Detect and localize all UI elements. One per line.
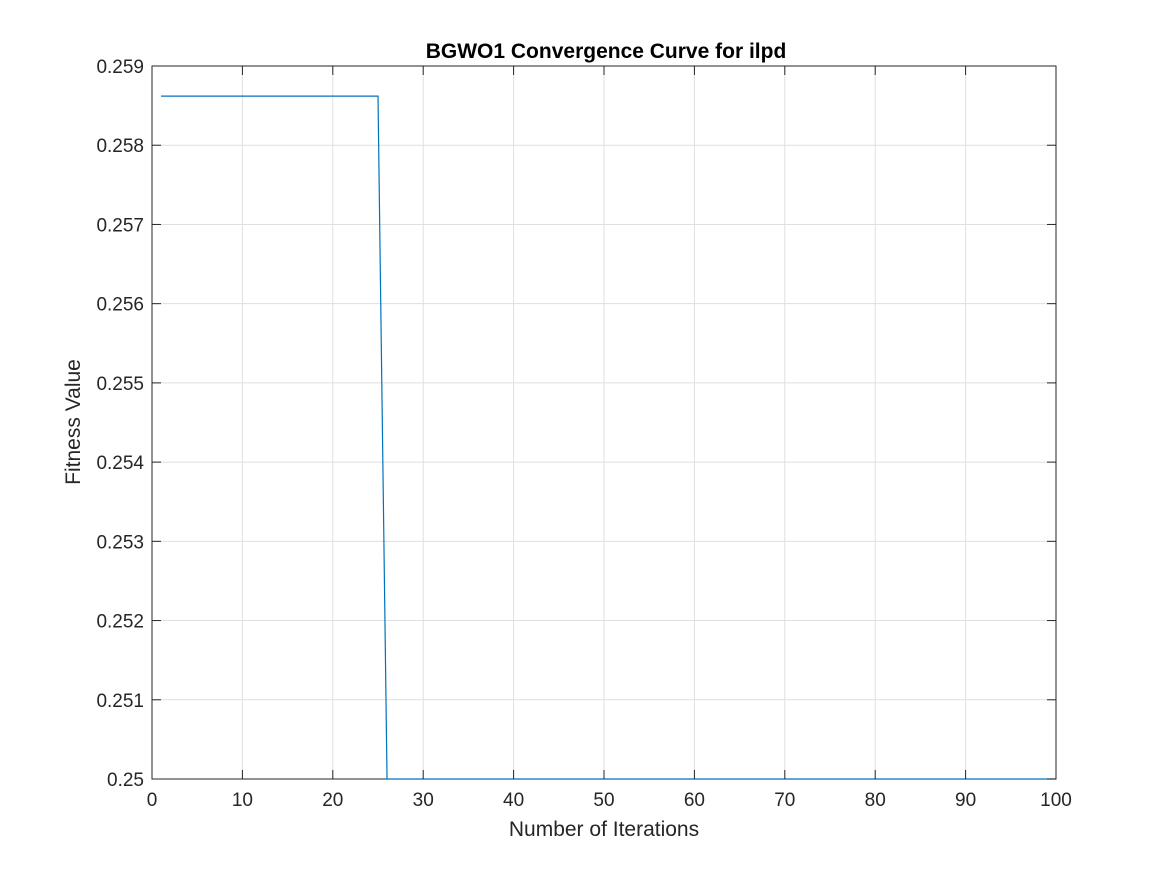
- y-tick-label: 0.258: [96, 136, 144, 157]
- x-tick-label: 90: [955, 790, 976, 811]
- x-tick-label: 30: [413, 790, 434, 811]
- x-tick-label: 40: [503, 790, 524, 811]
- x-tick-label: 50: [593, 790, 614, 811]
- y-tick-label: 0.251: [96, 691, 144, 712]
- series-layer: [161, 95, 1056, 780]
- x-tick-label: 70: [774, 790, 795, 811]
- grid: [152, 66, 1056, 779]
- y-tick-label: 0.254: [96, 453, 144, 474]
- y-tick-label: 0.255: [96, 374, 144, 395]
- x-tick-label: 10: [232, 790, 253, 811]
- chart-title: BGWO1 Convergence Curve for ilpd: [426, 40, 787, 63]
- y-tick-label: 0.252: [96, 612, 144, 633]
- x-tick-label: 100: [1040, 790, 1072, 811]
- x-tick-label: 20: [322, 790, 343, 811]
- x-axis-label: Number of Iterations: [509, 818, 699, 841]
- tick-labels: 0 10 20 30 40 50 60 70 80 90 100 0.25 0.251 0.252 0.25…: [96, 57, 1071, 811]
- x-tick-label: 60: [684, 790, 705, 811]
- y-axis-label: Fitness Value: [62, 359, 85, 485]
- y-tick-label: 0.253: [96, 532, 144, 553]
- series-line: [161, 95, 1056, 780]
- y-tick-label: 0.25: [107, 770, 144, 791]
- y-tick-label: 0.259: [96, 57, 144, 78]
- y-tick-label: 0.256: [96, 295, 144, 316]
- x-tick-label: 80: [865, 790, 886, 811]
- ticks: [151, 65, 1057, 780]
- y-tick-label: 0.257: [96, 215, 144, 236]
- x-tick-label: 0: [147, 790, 158, 811]
